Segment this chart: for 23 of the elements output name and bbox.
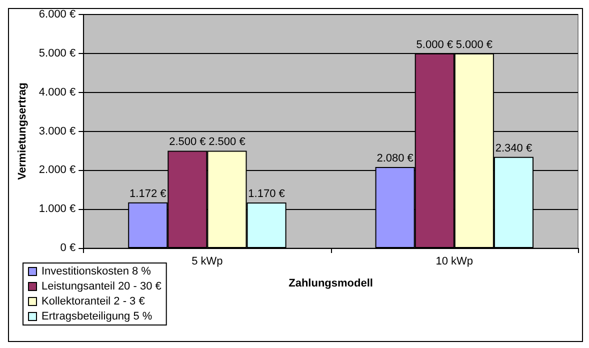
legend-label: Kollektoranteil 2 - 3 € (42, 296, 145, 308)
y-tick-label: 6.000 € (38, 8, 76, 20)
y-tick-label: 4.000 € (38, 86, 76, 98)
x-tick-label: 10 kWp (436, 256, 474, 268)
legend-label: Leistungsanteil 20 - 30 € (42, 280, 162, 292)
data-label: 2.340 € (495, 142, 532, 154)
x-tick-label: 5 kWp (192, 256, 223, 268)
y-axis-title: Vermietungsertrag (16, 82, 28, 180)
legend-label: Ertragsbeteiligung 5 % (42, 310, 152, 322)
y-tick-label: 3.000 € (38, 125, 76, 138)
data-label: 5.000 € (416, 38, 453, 51)
data-label: 2.080 € (376, 152, 414, 165)
data-label: 1.172 € (130, 188, 166, 200)
legend-label: Investitionskosten 8 % (42, 266, 152, 278)
data-label: 1.170 € (248, 188, 285, 200)
y-tick-label: 0 € (60, 242, 76, 254)
x-axis-title: Zahlungsmodell (288, 278, 373, 290)
y-tick-label: 5.000 € (38, 47, 76, 60)
y-tick-label: 1.000 € (38, 203, 76, 216)
data-label: 2.500 € (169, 136, 206, 148)
data-label: 5.000 € (456, 38, 493, 51)
data-label: 2.500 € (208, 136, 246, 148)
y-tick-label: 2.000 € (38, 164, 76, 176)
